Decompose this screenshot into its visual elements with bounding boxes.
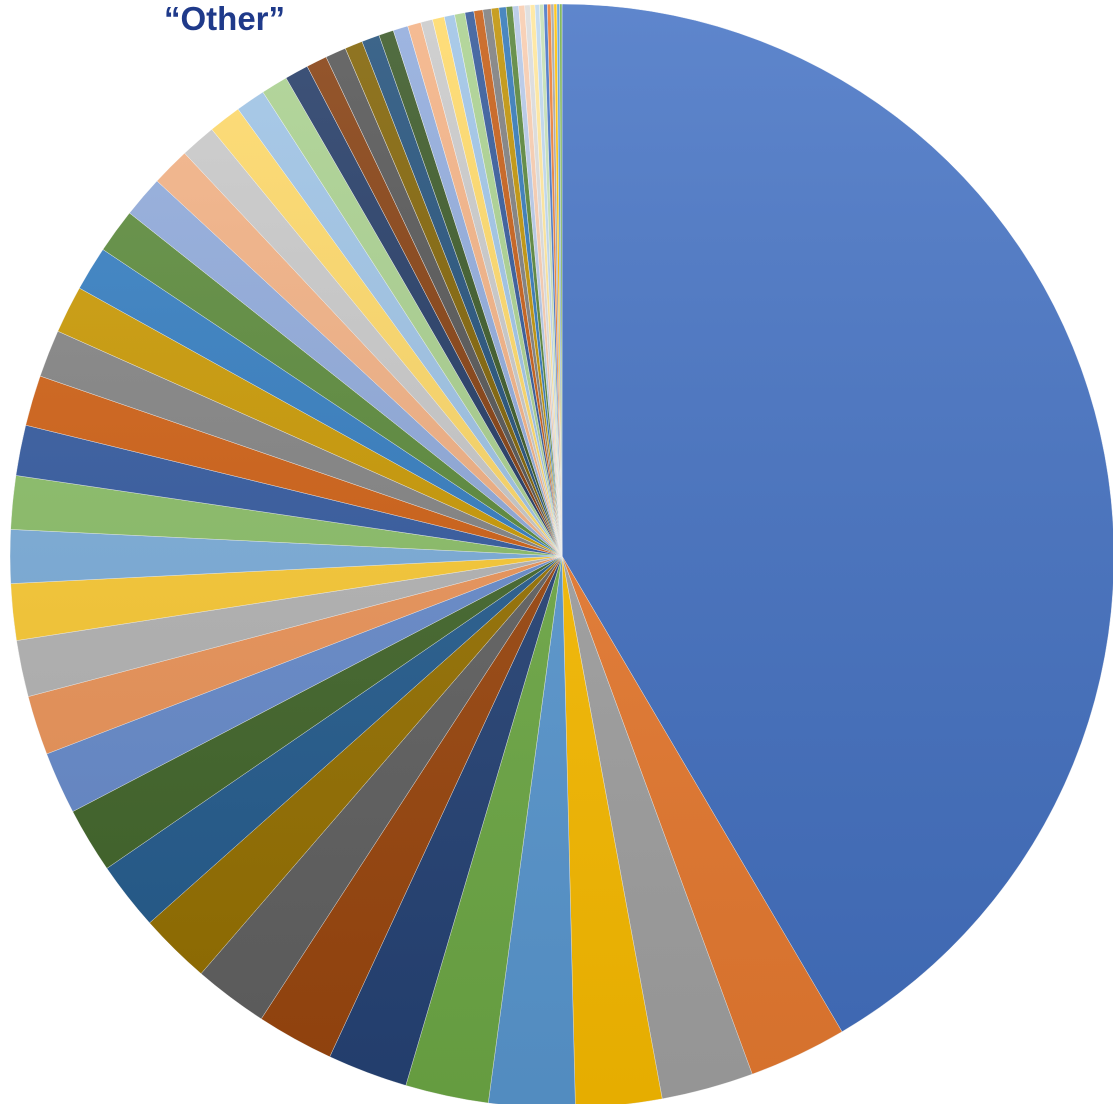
pie-slices <box>9 3 1113 1104</box>
